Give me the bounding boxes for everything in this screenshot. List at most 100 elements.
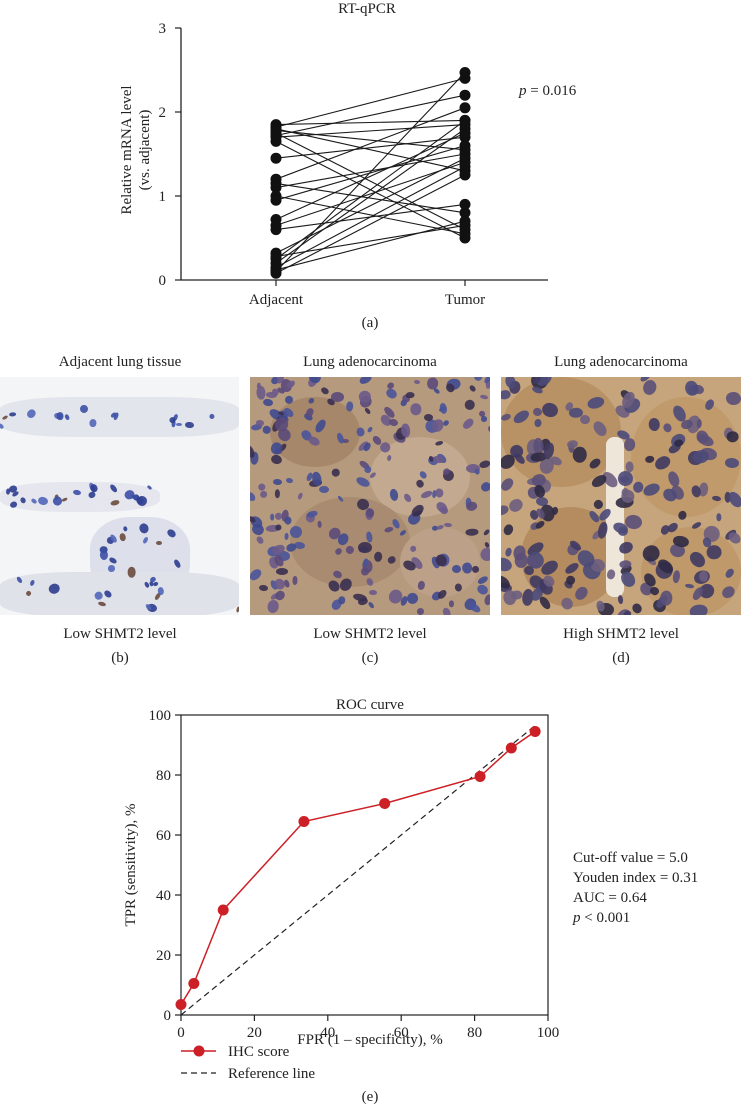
cell-nucleus <box>292 576 298 585</box>
pair-line <box>275 129 466 151</box>
cell-nucleus <box>501 555 515 574</box>
panel-a-caption: (a) <box>362 315 379 331</box>
pair-line <box>275 128 466 264</box>
panel-e-x-tick-label: 100 <box>537 1025 560 1041</box>
pair-line <box>275 157 466 254</box>
tumor-point <box>459 114 471 126</box>
cell-nucleus <box>118 533 126 542</box>
cell-nucleus <box>617 594 624 605</box>
cell-nucleus <box>617 469 634 487</box>
lung-adenocarcinoma-low-image <box>250 377 490 615</box>
tissue-region <box>0 572 239 615</box>
panel-e-title: ROC curve <box>336 697 404 713</box>
panel-e-y-tick-label: 20 <box>156 948 171 964</box>
roc-point <box>505 742 517 754</box>
cell-nucleus <box>338 595 346 605</box>
cell-nucleus <box>468 384 477 394</box>
cell-nucleus <box>482 528 490 537</box>
panel-d-caption: (d) <box>612 650 630 666</box>
panel-a-y-ticks: 0 1 2 3 <box>159 21 181 289</box>
pair-line <box>275 136 466 159</box>
cell-nucleus <box>276 567 288 575</box>
panel-e-y-ticks: 0 20 40 60 80 100 <box>149 708 181 1024</box>
cell-nucleus <box>330 468 341 479</box>
cell-nucleus <box>478 459 490 470</box>
panel-b-title: Adjacent lung tissue <box>59 354 182 370</box>
panel-e-y-tick-label: 60 <box>156 828 171 844</box>
panel-a-chart: RT-qPCR Relative mRNA level (vs. adjacen… <box>119 1 577 331</box>
panel-a-pair-lines <box>275 72 466 274</box>
pair-line <box>275 224 466 258</box>
cell-nucleus <box>284 532 290 540</box>
pair-line <box>275 124 466 138</box>
panel-a-y-tick-label: 2 <box>159 105 167 121</box>
roc-point <box>175 999 187 1010</box>
cell-nucleus <box>630 601 644 615</box>
cell-nucleus <box>465 528 480 537</box>
cell-nucleus <box>689 603 709 615</box>
panel-e-y-tick-label: 40 <box>156 888 171 904</box>
cell-nucleus <box>250 567 264 583</box>
cell-nucleus <box>274 523 283 531</box>
panel-d-title: Lung adenocarcinoma <box>554 354 688 370</box>
cell-nucleus <box>365 508 375 518</box>
stat-pvalue: p < 0.001 <box>572 910 630 926</box>
cell-nucleus <box>297 492 304 501</box>
cell-nucleus <box>725 391 741 406</box>
tumor-point <box>459 102 471 114</box>
cell-nucleus <box>648 417 660 432</box>
tissue-region <box>0 397 239 437</box>
pair-line <box>275 107 466 180</box>
panel-a-y-axis-label: Relative mRNA level (vs. adjacent) <box>119 85 153 214</box>
reference-line <box>180 725 536 1016</box>
panel-b-label: Low SHMT2 level <box>63 626 176 642</box>
tissue-region <box>290 497 410 587</box>
roc-point <box>529 726 541 737</box>
pair-line <box>275 174 466 274</box>
panel-a-pvalue: p = 0.016 <box>518 83 577 99</box>
panel-a-y-tick-label: 1 <box>159 189 167 205</box>
pair-line <box>275 72 466 272</box>
cell-nucleus <box>416 608 425 615</box>
cell-nucleus <box>410 402 422 415</box>
roc-curve-line <box>180 730 536 1005</box>
cell-nucleus <box>504 547 513 558</box>
cell-nucleus <box>258 584 269 592</box>
cell-nucleus <box>400 422 411 438</box>
panel-e-y-tick-label: 80 <box>156 768 171 784</box>
roc-point <box>217 904 229 916</box>
lung-adenocarcinoma-high-image <box>501 377 741 615</box>
roc-curve-points <box>175 726 541 1010</box>
cell-nucleus <box>255 534 266 545</box>
pair-line <box>275 119 466 260</box>
panel-a-x-tick-label: Adjacent <box>249 292 304 308</box>
panel-a-x-tick-label: Tumor <box>445 292 485 308</box>
cell-nucleus <box>317 520 322 528</box>
cell-nucleus <box>501 475 516 494</box>
panel-b-caption: (b) <box>111 650 129 666</box>
legend-ihc-marker <box>193 1045 205 1057</box>
panel-e-y-tick-label: 100 <box>149 708 172 724</box>
panel-e-stats: Cut-off value = 5.0 Youden index = 0.31 … <box>572 850 698 926</box>
cell-nucleus <box>367 601 375 609</box>
pair-line <box>275 161 466 226</box>
cell-nucleus <box>441 606 452 615</box>
cell-nucleus <box>460 416 476 432</box>
cell-nucleus <box>716 513 722 522</box>
cell-nucleus <box>8 411 16 417</box>
cell-nucleus <box>330 392 345 403</box>
cell-nucleus <box>478 480 490 494</box>
adjacent-point <box>270 194 282 206</box>
panel-e-plot-frame <box>180 714 549 1016</box>
roc-point <box>474 771 486 782</box>
cell-nucleus <box>502 522 515 537</box>
cell-nucleus <box>157 586 164 595</box>
cell-nucleus <box>175 422 182 426</box>
cell-nucleus <box>726 489 741 510</box>
adjacent-point <box>270 182 282 194</box>
panel-a-points <box>270 67 471 279</box>
cell-nucleus <box>486 425 490 433</box>
roc-point <box>298 816 310 827</box>
stat-cutoff: Cut-off value = 5.0 <box>573 850 688 866</box>
panel-c-title: Lung adenocarcinoma <box>303 354 437 370</box>
